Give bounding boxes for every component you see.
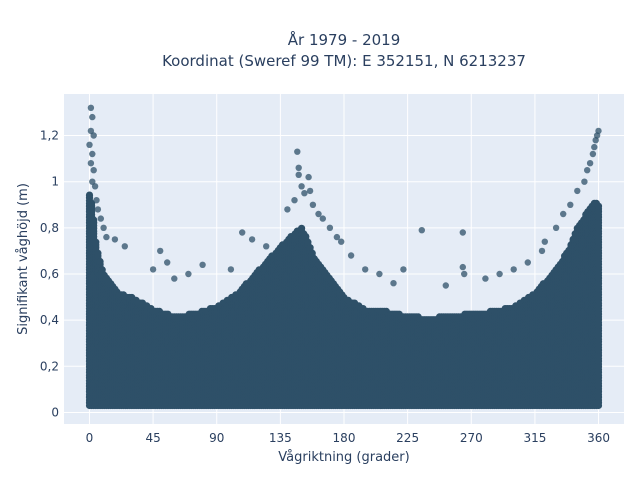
chart-title-line2: Koordinat (Sweref 99 TM): E 352151, N 62…: [162, 52, 526, 70]
data-point: [94, 249, 102, 257]
data-point: [90, 216, 98, 224]
data-point: [88, 199, 96, 207]
data-points: [85, 104, 603, 410]
data-point: [92, 238, 100, 246]
chart-title-line1: År 1979 - 2019: [288, 30, 401, 49]
data-point: [85, 191, 94, 199]
data-point: [96, 257, 104, 266]
